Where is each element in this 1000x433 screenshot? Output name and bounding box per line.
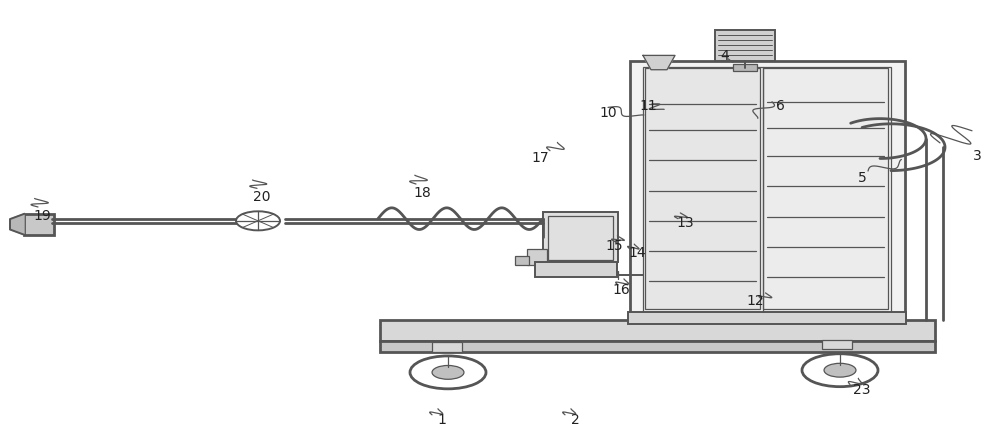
Bar xyxy=(763,68,888,309)
Bar xyxy=(643,67,891,312)
Bar xyxy=(548,216,613,260)
Text: 20: 20 xyxy=(253,190,271,204)
Bar xyxy=(733,64,757,71)
Polygon shape xyxy=(643,55,675,70)
Bar xyxy=(535,262,617,277)
Circle shape xyxy=(236,211,280,230)
Text: 3: 3 xyxy=(973,149,981,163)
Text: 19: 19 xyxy=(33,210,51,223)
Bar xyxy=(630,61,905,320)
Bar xyxy=(24,214,54,235)
Bar xyxy=(822,340,852,349)
Bar xyxy=(432,342,462,352)
Circle shape xyxy=(802,354,878,387)
Text: 23: 23 xyxy=(853,383,871,397)
Text: 16: 16 xyxy=(612,283,630,297)
Bar xyxy=(380,320,935,341)
Circle shape xyxy=(824,363,856,377)
Text: 12: 12 xyxy=(746,294,764,308)
Bar xyxy=(628,312,906,324)
Text: 15: 15 xyxy=(605,239,623,253)
Text: 5: 5 xyxy=(858,171,866,184)
Text: 17: 17 xyxy=(531,151,549,165)
Text: 1: 1 xyxy=(438,413,446,427)
Bar xyxy=(380,341,935,352)
Text: 2: 2 xyxy=(571,413,579,427)
Text: 14: 14 xyxy=(628,246,646,260)
Text: 4: 4 xyxy=(721,49,729,63)
Bar xyxy=(645,68,760,309)
Text: 11: 11 xyxy=(639,99,657,113)
Text: 6: 6 xyxy=(776,99,784,113)
Text: 18: 18 xyxy=(413,186,431,200)
Bar xyxy=(527,249,547,265)
Circle shape xyxy=(432,365,464,379)
Polygon shape xyxy=(10,214,24,235)
Bar xyxy=(715,30,775,61)
Bar xyxy=(515,256,529,265)
Text: 10: 10 xyxy=(599,106,617,120)
Text: 13: 13 xyxy=(676,216,694,230)
Circle shape xyxy=(410,356,486,389)
Bar xyxy=(543,212,618,262)
